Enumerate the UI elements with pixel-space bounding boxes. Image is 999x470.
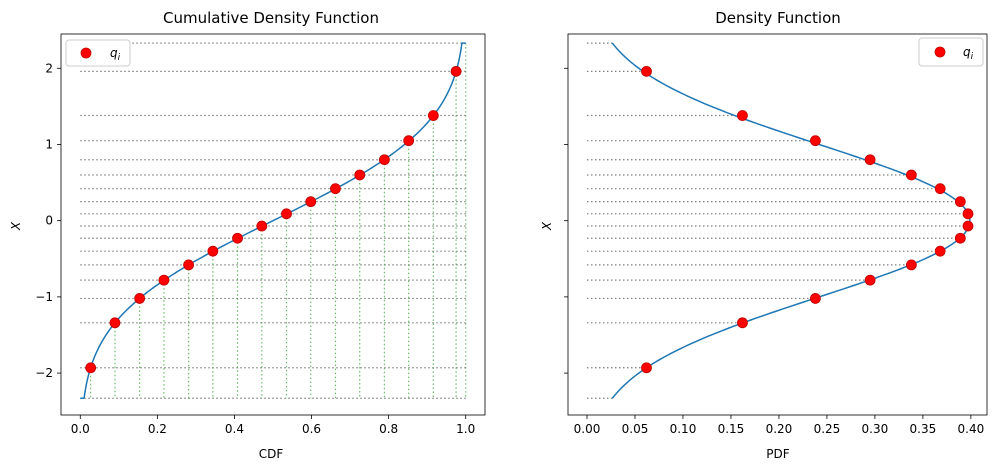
cdf-curve (83, 42, 466, 399)
quantile-point (737, 317, 748, 329)
quantile-point (158, 274, 170, 286)
cdf-quantile-points (85, 65, 462, 374)
quantile-point (134, 293, 146, 304)
y-tick-label: 1 (45, 137, 53, 151)
cdf-horizontal-guides (80, 42, 466, 399)
pdf-legend: qi (918, 37, 984, 67)
y-tick-label: 0 (45, 214, 53, 228)
pdf-axes-frame (567, 33, 988, 416)
quantile-point (864, 154, 876, 166)
x-tick-label: 0.00 (574, 422, 601, 436)
quantile-point (905, 259, 917, 271)
quantile-point (864, 274, 876, 286)
cdf-legend-label-main: q (110, 46, 118, 60)
quantile-point (403, 135, 415, 147)
cdf-y-axis-label: X (9, 221, 23, 231)
x-tick-label: 0.25 (814, 422, 841, 436)
pdf-legend-label-main: q (963, 45, 971, 59)
cdf-legend-box (65, 39, 131, 67)
quantile-point (281, 208, 292, 220)
y-tick-label: 2 (45, 61, 53, 75)
quantile-point (737, 110, 748, 121)
quantile-point (641, 362, 652, 374)
cdf-x-axis-label: CDF (259, 447, 284, 461)
y-tick-label: −2 (35, 366, 53, 380)
x-tick-label: 0.20 (766, 422, 793, 436)
quantile-point (905, 169, 917, 181)
cdf-legend-label-sub: i (118, 53, 121, 63)
x-tick-label: 0.4 (225, 422, 244, 436)
cdf-axes-frame (60, 33, 486, 416)
x-tick-label: 0.0 (71, 422, 90, 436)
x-tick-label: 0.35 (910, 422, 937, 436)
cdf-subplot: Cumulative Density Function 0.0 0.2 0.4 0.6… (9, 9, 486, 461)
pdf-legend-label-sub: i (971, 52, 974, 62)
cdf-legend-marker (80, 47, 92, 59)
quantile-point (934, 183, 946, 195)
x-tick-label: 0.15 (718, 422, 745, 436)
x-tick-label: 0.40 (958, 422, 985, 436)
quantile-point (450, 65, 462, 77)
x-tick-label: 1.0 (456, 422, 475, 436)
quantile-point (232, 232, 243, 244)
quantile-point (641, 65, 652, 77)
quantile-point (305, 196, 317, 208)
cdf-legend: qi (65, 39, 131, 67)
quantile-point (256, 220, 268, 232)
cdf-title: Cumulative Density Function (163, 9, 379, 27)
quantile-point (962, 220, 974, 232)
cdf-legend-label: qi (110, 46, 121, 63)
pdf-curve (611, 42, 971, 399)
pdf-x-ticks: 0.00 0.05 0.10 0.15 0.20 0.25 0.30 0.35 0.40 (574, 415, 985, 436)
cdf-vertical-guides (90, 43, 467, 399)
pdf-legend-marker (934, 46, 946, 58)
pdf-x-axis-label: PDF (766, 447, 789, 461)
quantile-point (810, 135, 821, 147)
quantile-point (378, 154, 390, 166)
quantile-point (810, 293, 821, 304)
x-tick-label: 0.8 (379, 422, 398, 436)
quantile-point (954, 196, 966, 208)
quantile-point (85, 362, 97, 374)
pdf-horizontal-guides (587, 42, 969, 399)
pdf-subplot: Density Function 0.00 0.05 0.10 0.15 0.20 0.2… (540, 9, 988, 461)
quantile-point (183, 259, 194, 271)
x-tick-label: 0.6 (302, 422, 321, 436)
quantile-point (427, 110, 439, 121)
x-tick-label: 0.30 (862, 422, 889, 436)
pdf-y-ticks (564, 67, 568, 374)
quantile-point (207, 245, 219, 257)
x-tick-label: 0.10 (670, 422, 697, 436)
quantile-point (954, 232, 966, 244)
quantile-point (109, 317, 121, 329)
quantile-point (962, 208, 974, 220)
x-tick-label: 0.05 (622, 422, 649, 436)
y-tick-label: −1 (35, 290, 53, 304)
quantile-point (330, 183, 341, 195)
cdf-x-ticks: 0.0 0.2 0.4 0.6 0.8 1.0 (71, 415, 475, 436)
pdf-quantile-points (641, 65, 974, 374)
cdf-y-ticks: −2 −1 0 1 2 (35, 61, 61, 380)
quantile-point (934, 245, 946, 257)
pdf-y-axis-label: X (540, 221, 554, 231)
quantile-point (354, 169, 366, 181)
pdf-title: Density Function (715, 9, 841, 27)
pdf-legend-label: qi (963, 45, 974, 62)
x-tick-label: 0.2 (148, 422, 167, 436)
pdf-legend-box (918, 37, 984, 67)
